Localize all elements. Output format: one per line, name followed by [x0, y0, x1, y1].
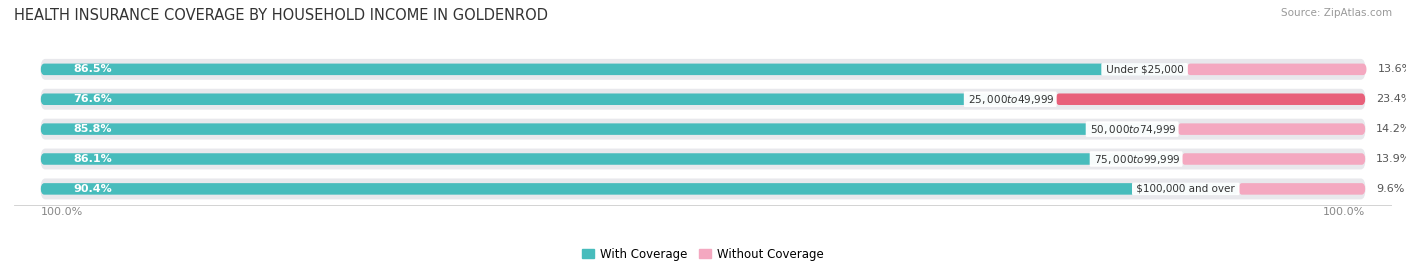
Text: 23.4%: 23.4% [1376, 94, 1406, 104]
Legend: With Coverage, Without Coverage: With Coverage, Without Coverage [578, 243, 828, 265]
Text: 76.6%: 76.6% [73, 94, 112, 104]
Text: $50,000 to $74,999: $50,000 to $74,999 [1087, 123, 1177, 136]
FancyBboxPatch shape [1239, 183, 1365, 195]
Text: HEALTH INSURANCE COVERAGE BY HOUSEHOLD INCOME IN GOLDENROD: HEALTH INSURANCE COVERAGE BY HOUSEHOLD I… [14, 8, 548, 23]
FancyBboxPatch shape [1181, 153, 1365, 165]
Text: $75,000 to $99,999: $75,000 to $99,999 [1091, 153, 1181, 165]
FancyBboxPatch shape [41, 153, 1181, 165]
Text: $25,000 to $49,999: $25,000 to $49,999 [965, 93, 1056, 106]
FancyBboxPatch shape [41, 119, 1365, 140]
Text: 90.4%: 90.4% [73, 184, 112, 194]
Text: 9.6%: 9.6% [1376, 184, 1405, 194]
Text: 13.9%: 13.9% [1376, 154, 1406, 164]
FancyBboxPatch shape [41, 89, 1365, 110]
FancyBboxPatch shape [41, 178, 1365, 199]
Text: 85.8%: 85.8% [73, 124, 112, 134]
Text: Source: ZipAtlas.com: Source: ZipAtlas.com [1281, 8, 1392, 18]
FancyBboxPatch shape [41, 59, 1365, 80]
FancyBboxPatch shape [1187, 63, 1367, 75]
FancyBboxPatch shape [41, 63, 1187, 75]
FancyBboxPatch shape [41, 148, 1365, 169]
Text: 13.6%: 13.6% [1378, 64, 1406, 74]
FancyBboxPatch shape [41, 94, 1056, 105]
FancyBboxPatch shape [1177, 123, 1365, 135]
Text: 86.1%: 86.1% [73, 154, 112, 164]
Text: Under $25,000: Under $25,000 [1102, 64, 1187, 74]
Text: 14.2%: 14.2% [1376, 124, 1406, 134]
Text: $100,000 and over: $100,000 and over [1133, 184, 1239, 194]
Text: 86.5%: 86.5% [73, 64, 112, 74]
FancyBboxPatch shape [41, 183, 1239, 195]
Text: 100.0%: 100.0% [41, 207, 83, 217]
Text: 100.0%: 100.0% [1323, 207, 1365, 217]
FancyBboxPatch shape [41, 123, 1177, 135]
FancyBboxPatch shape [1056, 94, 1365, 105]
